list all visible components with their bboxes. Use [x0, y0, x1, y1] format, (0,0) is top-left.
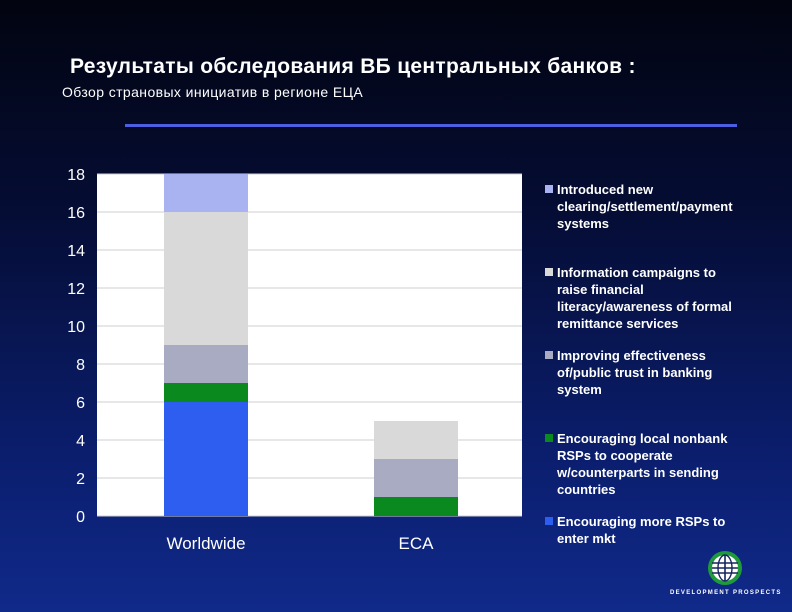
legend-label: Improving effectiveness [557, 348, 706, 363]
globe-icon [708, 551, 742, 585]
legend-label: Information campaigns to [557, 265, 716, 280]
bar-segment [374, 459, 458, 497]
y-tick-label: 18 [67, 167, 85, 184]
legend-label: Encouraging local nonbank [557, 431, 728, 446]
legend-label: clearing/settlement/payment [557, 199, 733, 214]
legend-swatch [545, 268, 553, 276]
legend-label: system [557, 382, 602, 397]
legend-label: enter mkt [557, 531, 616, 546]
y-tick-label: 12 [67, 281, 85, 298]
legend-label: systems [557, 216, 609, 231]
legend-label: remittance services [557, 316, 678, 331]
y-tick-label: 6 [76, 395, 85, 412]
bar-segment [164, 174, 248, 212]
x-category-label: Worldwide [166, 534, 245, 553]
bar-segment [164, 345, 248, 383]
bar-segment [374, 421, 458, 459]
legend-label: Introduced new [557, 182, 654, 197]
legend-swatch [545, 351, 553, 359]
logo-text: DEVELOPMENT PROSPECTS [670, 590, 782, 596]
legend-label: Encouraging more RSPs to [557, 514, 725, 529]
legend: Introduced new clearing/settlement/paymen… [545, 182, 733, 546]
legend-label: countries [557, 482, 616, 497]
y-tick-label: 14 [67, 243, 85, 260]
legend-swatch [545, 517, 553, 525]
legend-label: RSPs to cooperate [557, 448, 673, 463]
y-tick-label: 16 [67, 205, 85, 222]
legend-label: w/counterparts in sending [556, 465, 719, 480]
bar-segment [374, 497, 458, 516]
legend-swatch [545, 185, 553, 193]
page-title: Результаты обследования ВБ центральных б… [70, 55, 636, 78]
legend-label: raise financial [557, 282, 644, 297]
legend-label: of/public trust in banking [557, 365, 712, 380]
x-category-label: ECA [399, 534, 435, 553]
legend-swatch [545, 434, 553, 442]
bar-segment [164, 402, 248, 516]
y-tick-label: 0 [76, 509, 85, 526]
y-tick-label: 10 [67, 319, 85, 336]
bar-series [164, 174, 458, 516]
development-prospects-logo: DEVELOPMENT PROSPECTS [670, 548, 780, 600]
y-tick-label: 8 [76, 357, 85, 374]
y-tick-label: 2 [76, 471, 85, 488]
title-divider [125, 124, 737, 127]
page-subtitle: Обзор страновых инициатив в регионе ЕЦА [62, 84, 364, 100]
bar-segment [164, 383, 248, 402]
x-axis-categories: Worldwide ECA [166, 534, 434, 553]
legend-label: literacy/awareness of formal [557, 299, 732, 314]
plot-area [97, 174, 522, 516]
y-tick-label: 4 [76, 433, 85, 450]
y-axis-ticks: 0 2 4 6 8 10 12 14 16 18 [67, 167, 85, 526]
bar-segment [164, 212, 248, 345]
